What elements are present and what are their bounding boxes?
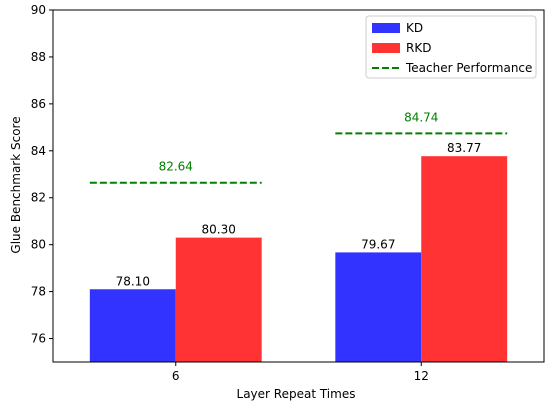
y-tick-label: 86 xyxy=(31,97,46,111)
y-tick-label: 76 xyxy=(31,332,46,346)
legend: KD RKD Teacher Performance xyxy=(365,15,537,79)
bar-rkd-6 xyxy=(175,237,262,362)
data-label-rkd-6: 80.30 xyxy=(202,223,236,237)
legend-swatch-kd xyxy=(372,23,400,33)
y-axis-label: Glue Benchmark Score xyxy=(9,116,23,253)
bar-rkd-12 xyxy=(421,156,508,362)
teacher-label-6: 82.64 xyxy=(159,160,193,174)
legend-label-teacher: Teacher Performance xyxy=(405,61,532,75)
y-tick-label: 90 xyxy=(31,3,46,17)
y-tick-label: 78 xyxy=(31,285,46,299)
legend-label-rkd: RKD xyxy=(406,41,431,55)
y-tick-label: 80 xyxy=(31,238,46,252)
data-label-kd-12: 79.67 xyxy=(361,237,395,251)
x-tick-label: 12 xyxy=(414,369,429,383)
x-axis-label: Layer Repeat Times xyxy=(237,387,356,401)
x-tick-label: 6 xyxy=(172,369,180,383)
legend-swatch-rkd xyxy=(372,43,400,53)
plot-area: 78.10 79.67 80.30 83.77 82.64 84.74 76 78 80 82 84… xyxy=(31,3,545,383)
teacher-label-12: 84.74 xyxy=(404,110,438,124)
legend-box xyxy=(365,15,537,79)
y-tick-label: 84 xyxy=(31,144,46,158)
bar-kd-12 xyxy=(335,252,422,362)
y-tick-label: 88 xyxy=(31,50,46,64)
data-label-kd-6: 78.10 xyxy=(116,274,150,288)
y-tick-label: 82 xyxy=(31,191,46,205)
bar-kd-6 xyxy=(89,289,176,362)
data-label-rkd-12: 83.77 xyxy=(447,141,481,155)
legend-label-kd: KD xyxy=(406,21,423,35)
axes-frame xyxy=(52,9,545,363)
